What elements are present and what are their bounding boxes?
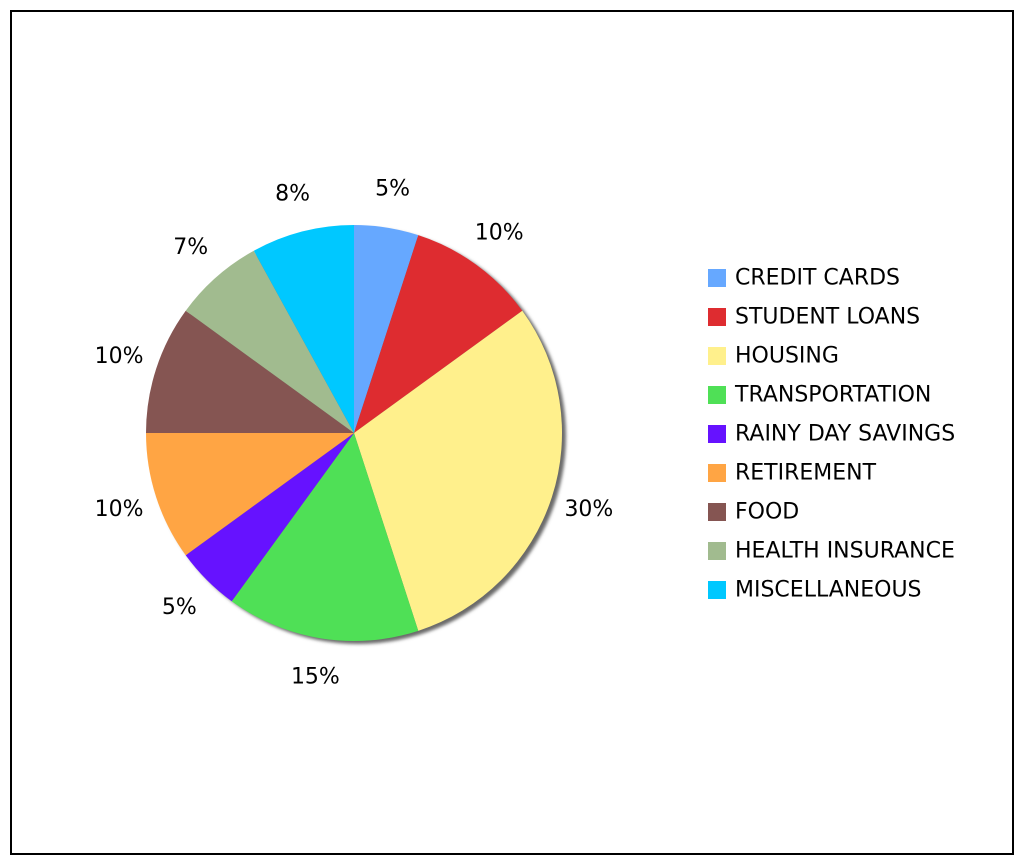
legend-swatch-student-loans [708, 308, 726, 326]
legend-swatch-food [708, 503, 726, 521]
pie-slice-health-insurance [185, 250, 354, 433]
legend-swatch-miscellaneous [708, 581, 726, 599]
percent-label-transportation: 15% [291, 665, 340, 690]
legend-label-student-loans: STUDENT LOANS [735, 305, 920, 330]
legend-swatch-rainy-day-savings [708, 425, 726, 443]
legend: CREDIT CARDS STUDENT LOANS HOUSING TRANSPOR… [708, 266, 955, 603]
percent-label-health-insurance: 7% [173, 235, 208, 260]
percent-label-retirement: 10% [95, 497, 144, 522]
percent-label-student-loans: 10% [475, 221, 524, 246]
legend-label-food: FOOD [735, 500, 799, 525]
legend-label-transportation: TRANSPORTATION [734, 383, 931, 408]
legend-label-retirement: RETIREMENT [735, 461, 877, 486]
percent-label-miscellaneous: 8% [275, 181, 310, 206]
pie-slice-student-loans [354, 235, 523, 433]
legend-swatch-credit-cards [708, 269, 726, 287]
legend-label-credit-cards: CREDIT CARDS [735, 266, 900, 291]
percent-label-rainy-day-savings: 5% [162, 595, 197, 620]
legend-swatch-health-insurance [708, 542, 726, 560]
pie-slice-retirement [146, 433, 354, 556]
legend-label-housing: HOUSING [735, 344, 839, 369]
percent-label-housing: 30% [564, 497, 613, 522]
percent-label-credit-cards: 5% [375, 177, 410, 202]
legend-swatch-transportation [708, 386, 726, 404]
pie-slice-transportation [231, 433, 419, 642]
legend-swatch-housing [708, 347, 726, 365]
pie-slice-rainy-day-savings [185, 433, 354, 602]
pie-slice-housing [354, 310, 563, 631]
legend-swatch-retirement [708, 464, 726, 482]
legend-label-miscellaneous: MISCELLANEOUS [735, 578, 922, 603]
legend-label-health-insurance: HEALTH INSURANCE [735, 539, 955, 564]
legend-label-rainy-day-savings: RAINY DAY SAVINGS [735, 422, 955, 447]
pie-slice-food [146, 310, 354, 433]
percent-labels: 5% 10% 30% 15% 5% 10% 10% 7% 8% [95, 177, 614, 690]
pie-slices [146, 225, 563, 642]
pie-slice-credit-cards [354, 225, 419, 433]
percent-label-food: 10% [95, 344, 144, 369]
pie-slice-miscellaneous [253, 225, 354, 433]
